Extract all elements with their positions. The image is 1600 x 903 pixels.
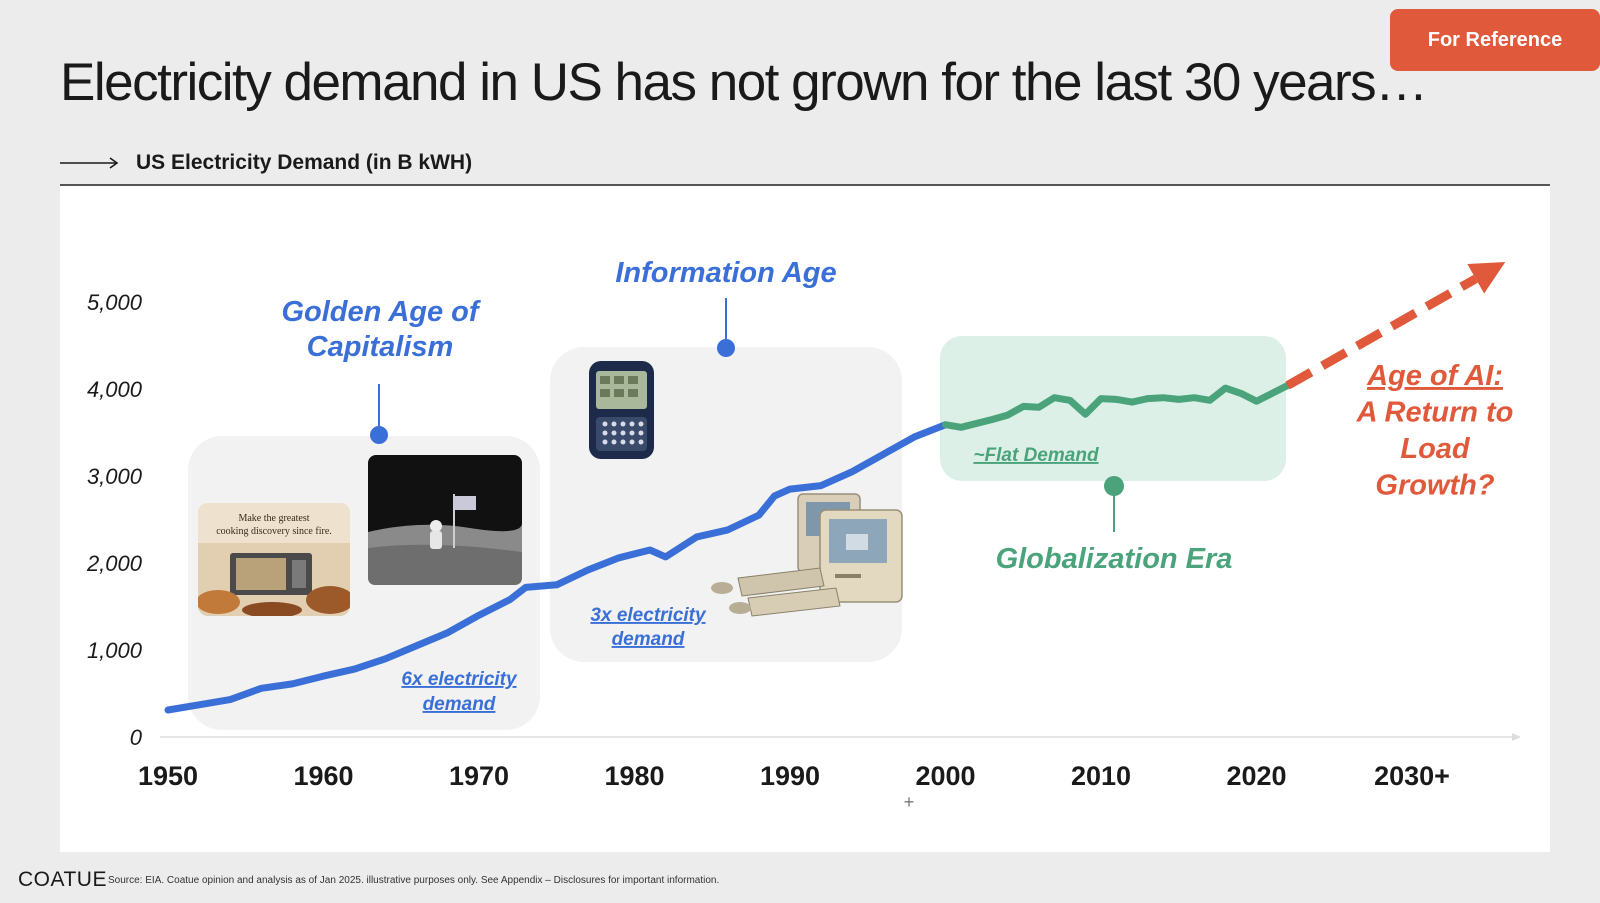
footer-source-note: Source: EIA. Coatue opinion and analysis… xyxy=(108,875,720,886)
golden-age-dot xyxy=(370,426,388,444)
demand-growth-line xyxy=(164,421,949,714)
x-tick-label: 1980 xyxy=(604,761,664,791)
age-of-ai-label-line: A Return to xyxy=(1356,397,1514,429)
projection-dashed-line xyxy=(1285,274,1478,390)
cursor-marker: + xyxy=(904,792,915,812)
information-age-dot xyxy=(717,339,735,357)
age-of-ai-label-line: Growth? xyxy=(1375,470,1494,502)
y-tick-label: 0 xyxy=(130,725,143,750)
x-axis-ticks: 1950 1960 1970 1980 1990 2000 2010 2020 2030+ xyxy=(138,761,1450,791)
microwave-ad-image: Make the greatest cooking discovery sinc… xyxy=(198,503,350,616)
microwave-ad-caption-line2: cooking discovery since fire. xyxy=(216,526,332,537)
age-of-ai-label-line: Load xyxy=(1400,433,1471,465)
y-tick-label: 4,000 xyxy=(87,377,143,402)
macintosh-computers-image xyxy=(711,493,903,617)
chart-title-row: US Electricity Demand (in B kWH) xyxy=(60,148,472,178)
x-tick-label: 2010 xyxy=(1071,761,1131,791)
x-tick-label: 1990 xyxy=(760,761,820,791)
golden-age-annotation-line2: demand xyxy=(423,694,496,715)
blackberry-phone-image xyxy=(589,361,654,459)
information-age-annotation-line1: 3x electricity xyxy=(590,605,707,626)
information-age-label: Information Age xyxy=(615,257,836,289)
x-tick-label: 1970 xyxy=(449,761,509,791)
x-axis-arrowhead xyxy=(1512,733,1521,741)
y-tick-label: 3,000 xyxy=(87,464,143,489)
page-title: Electricity demand in US has not grown f… xyxy=(60,53,1428,112)
golden-age-annotation-line1: 6x electricity xyxy=(401,669,518,690)
x-tick-label: 2030+ xyxy=(1374,761,1450,791)
title-divider xyxy=(60,184,1550,186)
y-tick-label: 5,000 xyxy=(87,290,143,315)
x-tick-label: 1950 xyxy=(138,761,198,791)
x-tick-label: 2000 xyxy=(915,761,975,791)
golden-age-label-line1: Golden Age of xyxy=(281,296,481,328)
company-logo: COATUE xyxy=(18,868,107,891)
golden-age-label-line2: Capitalism xyxy=(307,331,454,363)
microwave-ad-caption-line1: Make the greatest xyxy=(238,513,309,524)
age-of-ai-label-line: Age of AI: xyxy=(1366,360,1503,392)
flat-demand-annotation: ~Flat Demand xyxy=(973,445,1099,466)
information-age-annotation-line2: demand xyxy=(612,629,685,650)
chart-title: US Electricity Demand (in B kWH) xyxy=(136,151,473,174)
globalization-era-label: Globalization Era xyxy=(996,543,1233,575)
projection xyxy=(1285,261,1506,390)
projection-arrowhead xyxy=(1467,261,1506,294)
for-reference-badge: For Reference xyxy=(1390,9,1600,71)
moon-landing-image xyxy=(368,455,522,585)
y-tick-label: 1,000 xyxy=(87,638,143,663)
y-tick-label: 2,000 xyxy=(86,551,143,576)
y-axis-ticks: 0 1,000 2,000 3,000 4,000 5,000 xyxy=(86,290,143,750)
series-lines xyxy=(164,382,1292,714)
age-of-ai-label: Age of AI: A Return to Load Growth? xyxy=(1356,360,1514,502)
arrow-right-icon xyxy=(60,157,119,169)
x-tick-label: 2020 xyxy=(1226,761,1286,791)
x-tick-label: 1960 xyxy=(293,761,353,791)
globalization-region xyxy=(940,336,1286,481)
globalization-dot xyxy=(1104,476,1124,496)
flat-demand-line xyxy=(942,382,1292,431)
